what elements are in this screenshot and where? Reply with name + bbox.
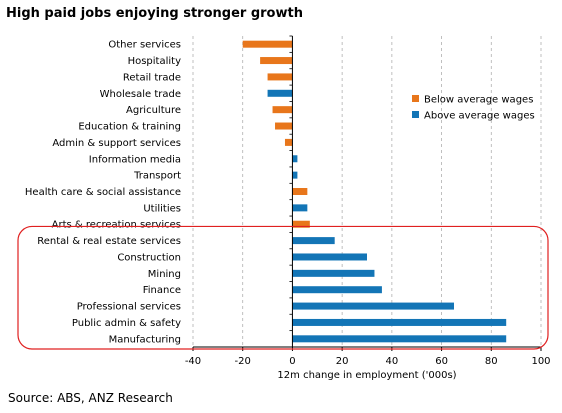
category-label: Hospitality <box>128 56 182 67</box>
bar <box>292 220 310 228</box>
category-label: Other services <box>108 40 181 51</box>
bar <box>292 204 308 212</box>
category-label: Professional services <box>77 302 181 313</box>
legend-swatch <box>412 111 419 118</box>
category-label: Agriculture <box>126 105 181 116</box>
category-label: Wholesale trade <box>100 89 181 100</box>
x-tick-label: 80 <box>485 356 498 367</box>
x-tick-labels: -40 -20 0 20 40 60 80 100 <box>185 356 551 367</box>
x-tick-label: 40 <box>385 356 398 367</box>
source-note: Source: ABS, ANZ Research <box>8 391 173 405</box>
legend: Below average wages Above average wages <box>412 95 535 122</box>
bar <box>292 302 454 310</box>
bar <box>267 89 293 97</box>
bar <box>267 73 293 81</box>
x-axis-label: 12m change in employment ('000s) <box>277 370 456 381</box>
bar <box>275 122 293 130</box>
x-tick-label: 0 <box>289 356 295 367</box>
bar <box>292 335 507 343</box>
category-label: Finance <box>143 285 181 296</box>
bar <box>292 318 507 326</box>
x-tick-label: -40 <box>185 356 201 367</box>
highlight-box <box>17 225 549 350</box>
category-label: Retail trade <box>123 72 181 83</box>
category-label: Public admin & safety <box>72 318 181 329</box>
x-tick-label: 100 <box>531 356 550 367</box>
bar <box>292 286 382 294</box>
bar <box>260 57 293 65</box>
grid-lines <box>192 36 542 347</box>
bar <box>292 171 298 179</box>
x-tick-label: -20 <box>235 356 251 367</box>
bar <box>242 40 293 48</box>
legend-label: Below average wages <box>424 95 533 106</box>
category-label: Arts & recreation services <box>52 220 181 231</box>
bar <box>284 138 293 146</box>
bar <box>292 155 298 163</box>
bar <box>292 237 335 245</box>
chart-title: High paid jobs enjoying stronger growth <box>6 6 303 21</box>
category-label: Manufacturing <box>109 334 181 345</box>
legend-swatch <box>412 95 419 102</box>
category-label: Construction <box>117 252 181 263</box>
category-label: Health care & social assistance <box>25 187 181 198</box>
category-labels: Other services Hospitality Retail trade Who… <box>25 40 181 346</box>
category-label: Admin & support services <box>52 138 181 149</box>
bars <box>242 40 507 343</box>
legend-label: Above average wages <box>424 111 535 122</box>
bar <box>292 269 375 277</box>
category-label: Mining <box>148 269 181 280</box>
bar <box>292 253 367 261</box>
category-label: Utilities <box>143 203 181 214</box>
x-tick-label: 60 <box>435 356 448 367</box>
bar <box>292 188 308 195</box>
category-label: Information media <box>89 154 181 165</box>
bar <box>272 106 293 114</box>
category-label: Rental & real estate services <box>37 236 181 247</box>
x-tick-label: 20 <box>336 356 349 367</box>
category-label: Education & training <box>78 122 181 133</box>
category-label: Transport <box>133 171 181 182</box>
